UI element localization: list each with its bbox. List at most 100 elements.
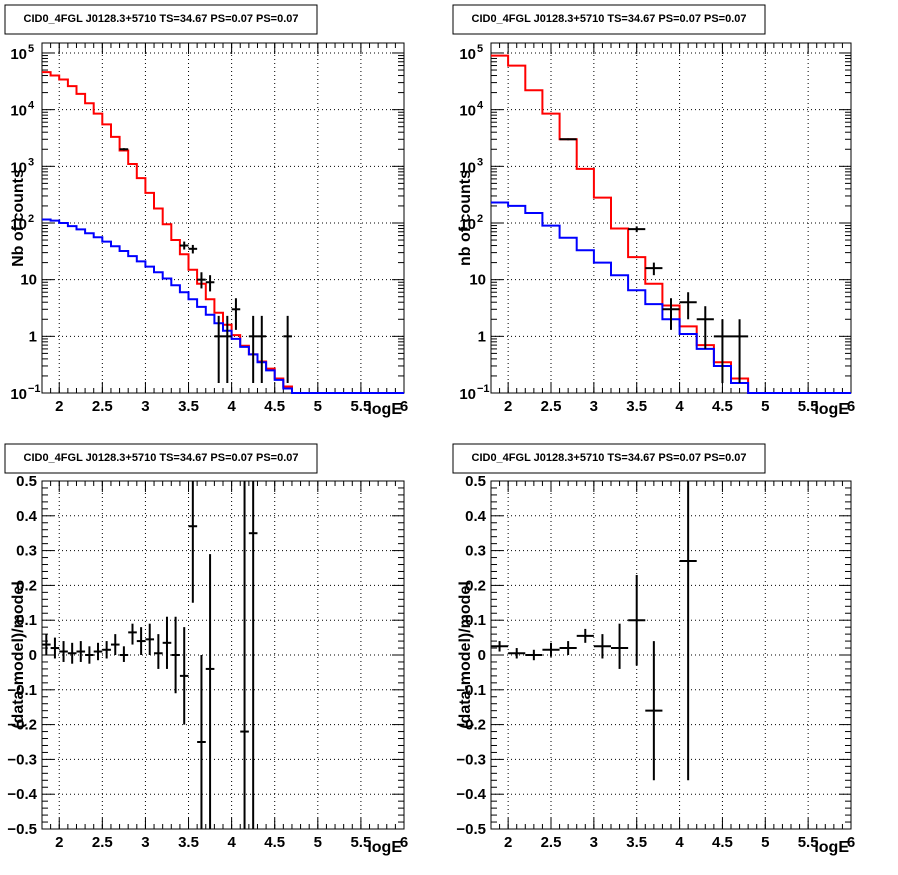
data-point [85, 646, 94, 664]
data-point [205, 275, 215, 292]
y-tick-label: 1 [29, 328, 37, 345]
y-tick-label: −0.4 [7, 786, 37, 803]
plot-frame [41, 42, 405, 394]
title-box [452, 443, 766, 474]
data-point [559, 138, 577, 141]
x-tick-label: 4.5 [264, 834, 285, 851]
y-axis-label: (data-model)/model [10, 581, 27, 729]
x-tick-label: 6 [400, 398, 408, 415]
data-point [162, 616, 172, 669]
x-tick-label: 5 [761, 834, 769, 851]
x-tick-label: 2 [55, 834, 63, 851]
y-tick-label: −0.3 [456, 751, 486, 768]
x-tick-label: 3.5 [178, 398, 199, 415]
data-point [283, 315, 292, 384]
y-tick-label: 0.4 [465, 508, 487, 525]
x-tick-label: 3.5 [626, 834, 647, 851]
y-tick-label: −0.5 [7, 821, 37, 838]
x-tick-label: 2 [55, 398, 63, 415]
data-point [214, 315, 223, 384]
y-tick-label: 0 [29, 647, 37, 664]
y-tick-exponent: 5 [28, 43, 34, 55]
chart-title: CID0_4FGL J0128.3+5710 TS=34.67 PS=0.07 … [24, 13, 299, 25]
x-axis-label: logE [367, 401, 402, 418]
grid [42, 481, 405, 829]
y-tick-label: −0.4 [456, 786, 486, 803]
chart-title: CID0_4FGL J0128.3+5710 TS=34.67 PS=0.07 … [472, 13, 747, 25]
y-tick-label: 0.5 [16, 473, 37, 490]
y-tick-label: 0.5 [465, 473, 486, 490]
y-tick-label: −0.1 [456, 682, 486, 699]
y-tick-label: 10 [20, 272, 37, 289]
y-tick-label: 10 [459, 46, 476, 63]
x-tick-label: 5.5 [350, 398, 371, 415]
x-tick-label: 4 [227, 834, 236, 851]
y-tick-label: 10 [10, 159, 27, 176]
data-point [731, 319, 749, 384]
y-tick-label: 10 [10, 216, 27, 233]
data-point [179, 627, 189, 725]
data-point [508, 648, 526, 659]
data-point [240, 481, 249, 829]
y-tick-label: −0.5 [456, 821, 486, 838]
x-tick-label: 4 [227, 398, 236, 415]
data-point [645, 641, 663, 781]
y-tick-exponent: 4 [28, 100, 35, 112]
data-point [593, 634, 611, 659]
y-tick-label: 0 [478, 647, 486, 664]
data-point [662, 298, 680, 330]
y-tick-label: −0.1 [7, 682, 37, 699]
grid [491, 481, 852, 829]
data-point [154, 634, 163, 669]
y-tick-label: 0.4 [16, 508, 38, 525]
y-tick-label: −0.2 [456, 717, 486, 734]
x-tick-label: 3 [590, 834, 598, 851]
y-axis-label: nb of counts [457, 170, 474, 266]
data-point [119, 148, 129, 151]
y-tick-label: 0.2 [465, 577, 486, 594]
title-box [4, 443, 318, 474]
y-tick-label: −0.3 [7, 751, 37, 768]
data-point [248, 481, 258, 829]
y-axis-label: (data-model)/model [457, 581, 474, 729]
chart-title: CID0_4FGL J0128.3+5710 TS=34.67 PS=0.07 … [472, 452, 747, 464]
data-point [67, 642, 77, 664]
x-tick-label: 2 [504, 834, 512, 851]
y-tick-label: 10 [10, 103, 27, 120]
x-tick-label: 6 [847, 834, 855, 851]
data-point [42, 634, 51, 655]
data-point [679, 481, 697, 781]
plot-frame [490, 42, 852, 394]
x-tick-label: 2.5 [541, 834, 562, 851]
x-tick-label: 2.5 [92, 398, 113, 415]
data-point [696, 306, 714, 349]
y-tick-exponent: 5 [477, 43, 483, 55]
x-tick-label: 4.5 [264, 398, 285, 415]
x-tick-label: 3 [141, 398, 149, 415]
data-point [713, 319, 731, 384]
chart-title: CID0_4FGL J0128.3+5710 TS=34.67 PS=0.07 … [24, 452, 299, 464]
x-tick-label: 2.5 [92, 834, 113, 851]
title-box [4, 4, 318, 35]
x-tick-label: 6 [847, 398, 855, 415]
y-tick-label: 1 [478, 328, 486, 345]
y-tick-label: 0.3 [16, 543, 37, 560]
y-tick-label: 10 [459, 159, 476, 176]
data-point [179, 241, 189, 250]
x-tick-label: 4 [675, 398, 684, 415]
y-tick-label: 10 [10, 386, 27, 403]
x-tick-label: 6 [400, 834, 408, 851]
data-point [188, 244, 198, 254]
x-tick-label: 3 [141, 834, 149, 851]
y-tick-exponent: −1 [477, 383, 490, 395]
x-tick-label: 3.5 [178, 834, 199, 851]
data-point [136, 627, 146, 655]
y-tick-label: 10 [469, 272, 486, 289]
data-point [645, 262, 663, 276]
y-tick-label: −0.2 [7, 717, 37, 734]
x-axis-label: logE [814, 839, 849, 856]
data-point [59, 641, 68, 662]
source-model-histogram [491, 201, 851, 394]
y-tick-exponent: 3 [477, 156, 483, 168]
